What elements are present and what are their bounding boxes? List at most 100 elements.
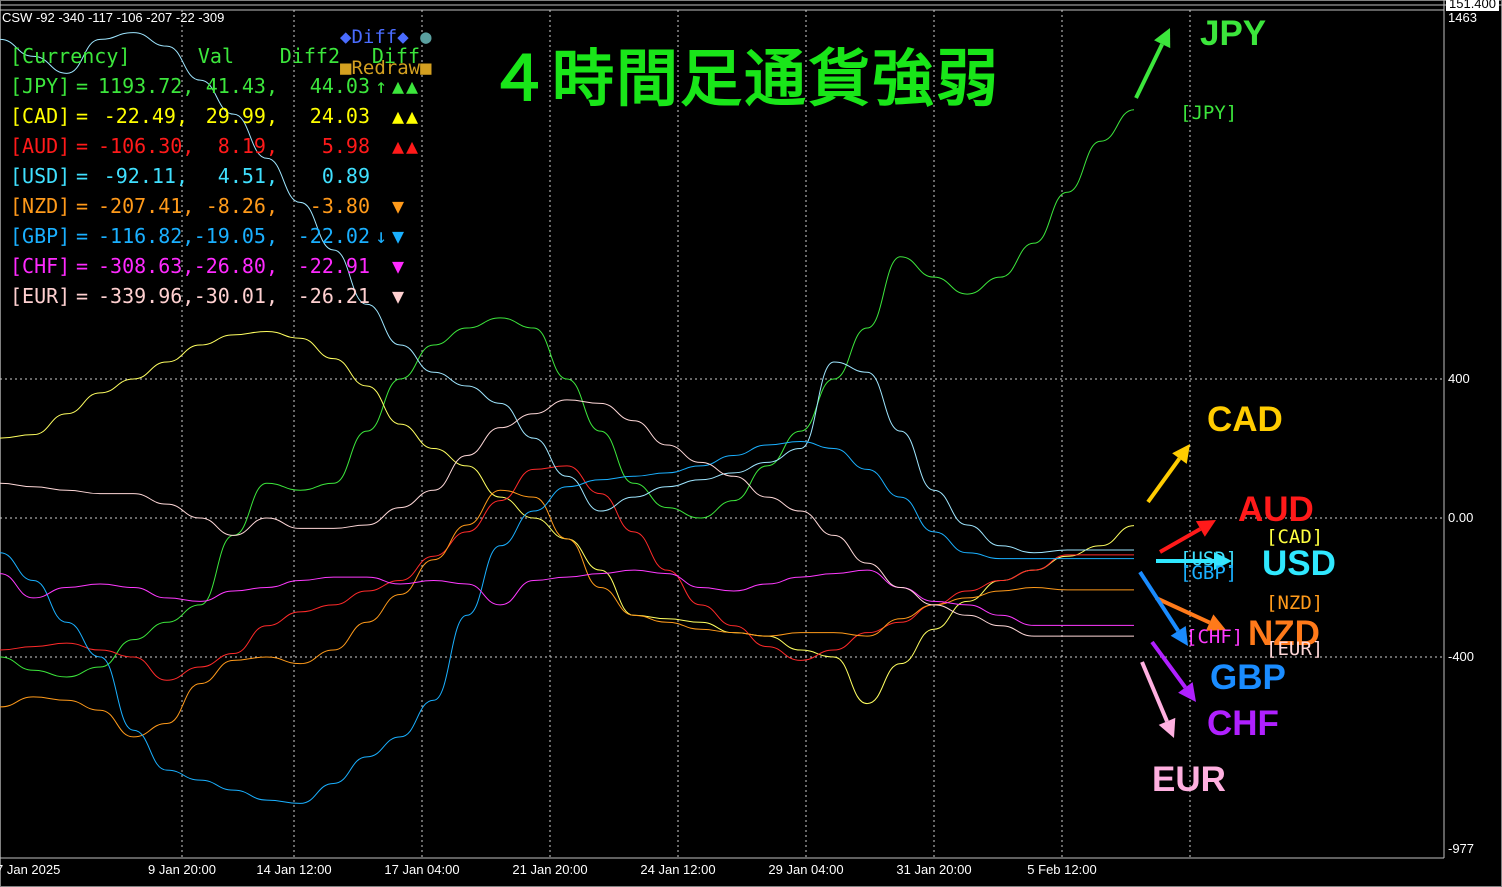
table-row: [CHF] = -308.63,-26.80, -22.91 ▼ [10,254,452,278]
row-currency: [CHF] [10,254,71,278]
row-currency: [AUD] [10,134,71,158]
series-end-label: [GBP] [1180,562,1238,584]
y-tick-label: 400 [1448,371,1470,386]
row-val: -308.63, [98,254,195,278]
row-currency: [NZD] [10,194,71,218]
row-equals: = [76,254,89,278]
row-diff: 0.89 [321,164,370,188]
row-arrow: ↑ [374,74,388,98]
y-tick-label: -977 [1448,841,1475,856]
row-marks: ▲▲ [392,74,421,98]
row-val: -106.30, [98,134,195,158]
arrow-head-nzd [1205,614,1226,631]
row-equals: = [76,74,89,98]
row-diff2: 4.51, [217,164,278,188]
x-tick-label: 5 Feb 12:00 [1027,862,1097,877]
row-diff: -3.80 [309,194,370,218]
x-tick-label: 9 Jan 20:00 [148,862,216,877]
row-marks: ▼ [392,194,407,218]
row-equals: = [76,284,89,308]
series-line-eur [0,399,1134,637]
row-val: -92.11, [103,164,188,188]
arrow-head-cad [1172,444,1190,464]
series-line-nzd [0,489,1134,738]
row-currency: [EUR] [10,284,71,308]
row-equals: = [76,224,89,248]
indicator-label: CSW -92 -340 -117 -106 -207 -22 -309 [2,10,225,25]
arrow-jpy [1134,43,1164,99]
row-currency: [GBP] [10,224,71,248]
row-diff2: -8.26, [205,194,278,218]
series-line-jpy [0,109,1135,678]
table-row: [NZD] = -207.41, -8.26, -3.80 ▼ [10,194,452,218]
table-row: [EUR] = -339.96,-30.01, -26.21 ▼ [10,284,452,308]
x-tick-label: 17 Jan 04:00 [384,862,460,877]
arrow-nzd [1155,596,1211,625]
table-header: [Currency] Val Diff2 Diff [10,44,420,68]
row-equals: = [76,164,89,188]
header-val: Val [197,44,234,68]
row-diff: 5.98 [321,134,370,158]
row-val: -22.49, [103,104,188,128]
row-equals: = [76,194,89,218]
big-label-aud: AUD [1238,490,1314,529]
arrow-gbp [1138,570,1180,632]
series-end-label: [CAD] [1266,526,1324,548]
series-line-usd [0,32,1134,554]
redraw-button[interactable]: ■Redraw■ [340,57,432,79]
row-marks: ▼ [392,284,407,308]
row-currency: [CAD] [10,104,71,128]
row-marks: ▼ [392,254,407,278]
table-row: [JPY] = 1193.72, 41.43, 44.03 ↑ ▲▲ [10,74,452,98]
row-diff2: 41.43, [205,74,278,98]
arrow-eur [1140,661,1169,723]
row-marks: ▲▲ [392,104,421,128]
arrow-head-aud [1195,520,1216,537]
series-line-aud [0,465,1134,681]
row-equals: = [76,104,89,128]
row-equals: = [76,134,89,158]
big-label-chf: CHF [1207,704,1279,743]
big-label-jpy: JPY [1200,14,1267,53]
row-currency: [JPY] [10,74,71,98]
table-row: [USD] = -92.11, 4.51, 0.89 [10,164,452,188]
table-row: [GBP] = -116.82,-19.05, -22.02 ↓ ▼ [10,224,452,248]
arrow-head-usd [1214,552,1232,570]
row-val: -207.41, [98,194,195,218]
header-currency: [Currency] [10,44,131,68]
row-diff: -22.91 [297,254,370,278]
big-label-cad: CAD [1207,400,1283,439]
chart-title: ４時間足通貨強弱 [488,42,1001,115]
row-diff2: -30.01, [193,284,278,308]
y-tick-label: 1463 [1448,10,1477,25]
big-label-nzd: NZD [1248,614,1320,653]
header-diff2: Diff2 [279,44,340,68]
arrow-head-eur [1158,717,1176,738]
x-tick-label: 29 Jan 04:00 [768,862,844,877]
x-tick-label: 21 Jan 20:00 [512,862,588,877]
row-val: 1193.72, [98,74,195,98]
diff-button[interactable]: ◆Diff◆ ● [340,26,432,48]
toggle-circle-icon: ● [408,26,432,48]
big-label-eur: EUR [1152,760,1226,799]
row-val: -116.82, [98,224,195,248]
series-line-gbp [0,441,1134,804]
row-diff: -26.21 [297,284,370,308]
table-row: [CAD] = -22.49, 29.99, 24.03 ▲▲ [10,104,452,128]
y-tick-label: -400 [1448,649,1475,664]
row-diff2: -19.05, [193,224,278,248]
row-val: -339.96, [98,284,195,308]
row-marks: ▲▲ [392,134,421,158]
row-diff: 44.03 [309,74,370,98]
series-end-label: [EUR] [1266,638,1324,660]
price-marker: 151.400 [1446,0,1499,11]
arrow-chf [1150,640,1187,689]
row-arrow: ↓ [374,224,388,248]
series-line-chf [0,569,1134,626]
arrow-head-jpy [1154,28,1171,49]
series-end-label: [CHF] [1186,626,1244,648]
big-label-usd: USD [1262,544,1336,583]
row-diff: -22.02 [297,224,370,248]
row-diff2: 29.99, [205,104,278,128]
